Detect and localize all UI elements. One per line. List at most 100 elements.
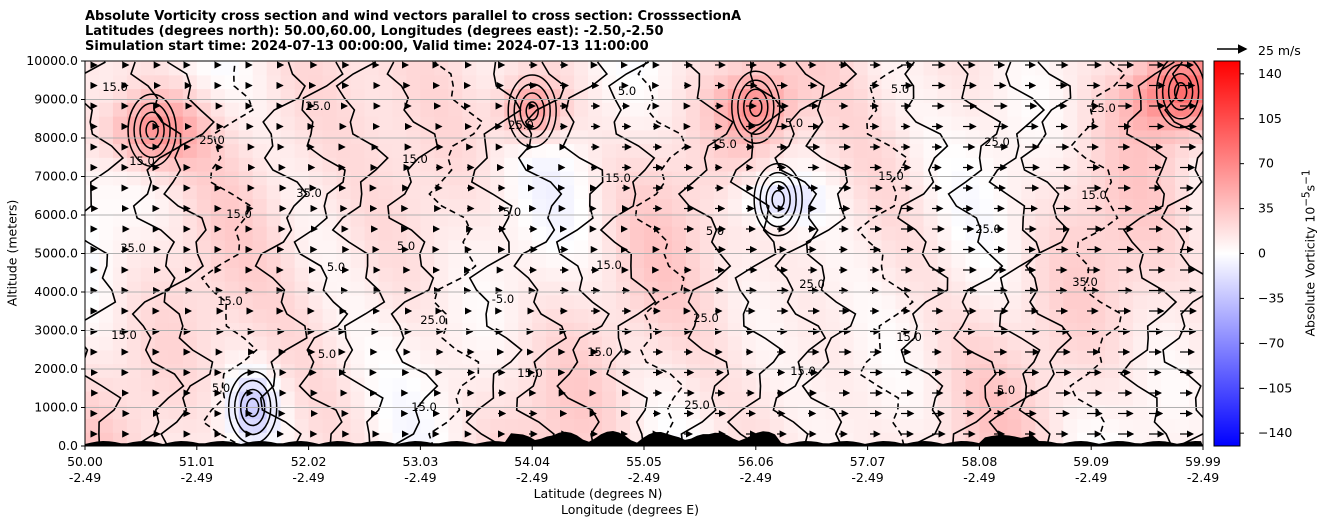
field-cell [392,308,408,323]
field-cell [825,363,841,378]
field-cell [574,391,589,406]
field-cell [308,74,324,90]
field-cell [448,308,463,323]
field-cell [895,184,911,200]
field-cell [1049,143,1064,158]
field-cell [699,74,715,90]
field-cell [602,239,617,255]
contour-label: 15.0 [790,364,816,378]
field-cell [1063,102,1078,117]
field-cell [727,377,743,392]
field-cell [951,171,967,186]
field-cell [182,184,198,200]
field-cell [1007,336,1022,351]
field-cell [308,61,324,76]
field-cell [392,171,408,186]
field-cell [616,363,631,378]
field-cell [923,171,939,186]
field-cell [196,74,212,90]
field-cell [881,336,897,351]
field-cell [210,322,226,337]
field-cell [797,253,813,268]
field-cell [825,212,841,227]
field-cell [350,294,366,310]
field-cell [1021,239,1036,255]
field-cell [783,391,799,406]
field-cell [979,336,994,351]
field-cell [979,294,994,310]
field-cell [965,294,980,310]
field-cell [168,281,184,296]
field-cell [979,116,994,131]
field-cell [462,74,477,90]
field-cell [98,363,114,378]
field-cell [685,253,701,268]
field-cell [574,198,589,213]
field-cell [336,281,352,296]
field-cell [546,294,561,310]
field-cell [616,226,631,241]
field-cell [1105,239,1120,255]
field-cell [434,171,449,186]
field-cell [210,198,226,213]
field-cell [937,74,953,90]
field-cell [853,336,869,351]
field-cell [574,212,589,227]
field-cell [85,363,100,378]
field-cell [490,102,505,117]
field-cell [574,239,589,255]
field-cell [336,198,352,213]
field-cell [671,226,687,241]
field-cell [448,391,463,406]
field-cell [741,363,757,378]
field-cell [336,377,352,392]
field-cell [1035,377,1050,392]
field-cell [951,102,967,117]
field-cell [685,226,701,241]
field-cell [448,157,463,172]
field-cell [1189,281,1203,296]
field-cell [112,102,128,117]
field-cell [853,322,869,337]
field-cell [266,157,282,172]
field-cell [266,294,282,310]
field-cell [839,281,855,296]
field-cell [797,336,813,351]
field-cell [951,157,967,172]
field-cell [951,212,967,227]
field-cell [1133,418,1148,433]
field-cell [266,391,282,406]
x-tick-label-lat: 51.01 [179,454,215,469]
field-cell [1105,308,1120,323]
field-cell [951,267,967,282]
field-cell [1077,239,1092,255]
field-cell [406,129,421,145]
field-cell [783,336,799,351]
x-tick-label-lat: 59.09 [1073,454,1109,469]
y-tick-label: 1000.0 [34,400,78,415]
field-cell [979,363,994,378]
field-cell [951,61,967,76]
field-cell [574,418,589,433]
field-cell [392,253,408,268]
field-cell [140,363,156,378]
field-cell [1175,129,1190,145]
field-cell [434,239,449,255]
field-cell [126,404,142,420]
field-cell [560,74,575,90]
field-cell [476,74,491,90]
field-cell [448,212,463,227]
field-cell [420,404,435,420]
field-cell [238,184,254,200]
field-cell [504,322,519,337]
field-cell [825,143,841,158]
field-cell [755,308,771,323]
field-cell [546,363,561,378]
contour-ring [127,93,177,168]
field-cell [881,418,897,433]
field-cell [98,349,114,365]
field-cell [126,253,142,268]
field-cell [1133,253,1148,268]
field-cell [1147,157,1162,172]
field-cell [825,198,841,213]
